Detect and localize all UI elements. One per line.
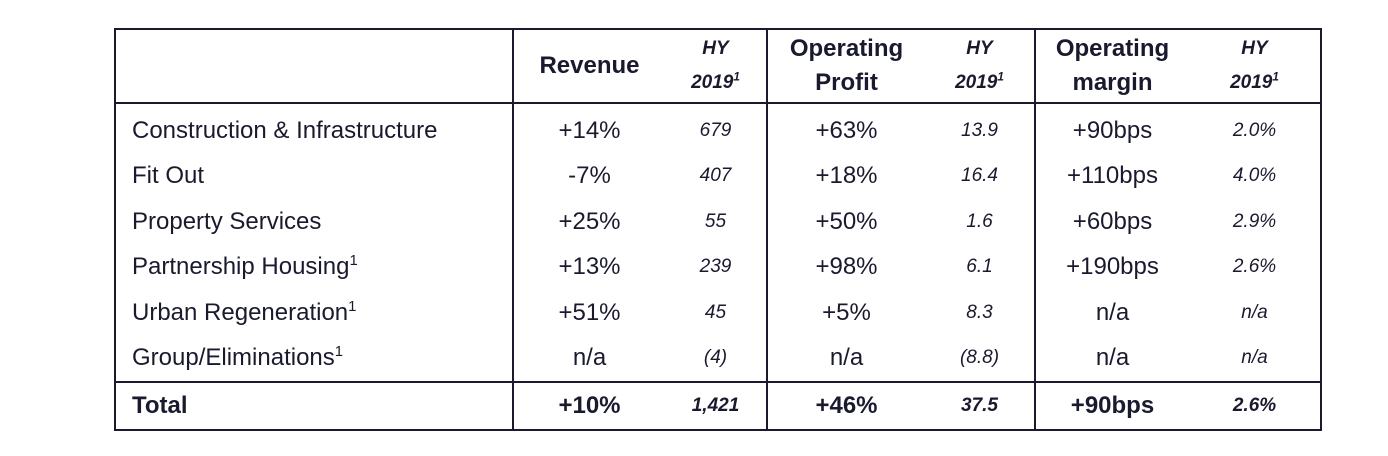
profit-hy2019-cell: 1.6 [966,210,993,232]
header-hy-line1: HY [1241,38,1268,59]
revenue-change-cell: +51% [512,290,665,336]
header-hy-line2: 2019 [1230,72,1273,93]
header-revenue: Revenue [512,29,665,104]
profit-change-cell: +63% [766,103,925,154]
total-revenue-hy2019: 1,421 [665,381,767,430]
footnote-marker: 1 [1272,70,1279,84]
row-label: Property Services [115,199,513,245]
revenue-hy2019-cell: 679 [699,119,732,141]
profit-hy2019-cell: 6.1 [966,256,993,278]
footnote-marker: 1 [997,70,1004,84]
header-blank-cell [115,29,513,104]
revenue-hy2019-cell: 45 [704,301,727,323]
profit-change-cell: +18% [766,153,925,199]
header-operating-profit-line1: Operating [789,35,904,62]
row-label-text: Partnership Housing [132,253,350,281]
total-profit-change: +46% [766,381,925,430]
header-hy-line2: 2019 [691,72,734,93]
margin-change-cell: n/a [1034,335,1189,382]
row-label: Construction & Infrastructure [115,103,513,154]
header-row: Revenue HY 20191 Operating Profit HY 201… [115,29,1321,104]
margin-hy2019-cell: n/a [1241,347,1268,369]
total-label: Total [115,381,513,430]
header-margin-hy2019: HY 20191 [1189,29,1321,104]
header-operating-margin: Operating margin [1034,29,1189,104]
header-hy-line2: 2019 [955,72,998,93]
revenue-change-cell: -7% [512,153,665,199]
revenue-change-cell: +14% [512,103,665,154]
table-row: Group/Eliminations1 n/a (4) n/a (8.8) n/a n/a [115,335,1321,383]
profit-hy2019-cell: 8.3 [966,301,993,323]
header-hy-line1: HY [702,38,729,59]
footnote-marker: 1 [334,344,344,361]
row-label-text: Urban Regeneration [132,298,349,326]
revenue-hy2019-cell: (4) [703,347,728,369]
row-label-text: Construction & Infrastructure [132,116,438,144]
footnote-marker: 1 [733,70,740,84]
header-operating-margin-line2: margin [1072,69,1153,96]
header-operating-profit-line2: Profit [815,69,878,96]
profit-change-cell: n/a [766,335,925,382]
margin-change-cell: +110bps [1034,153,1189,199]
total-margin-hy2019: 2.6% [1189,381,1321,430]
row-label-text: Group/Eliminations [132,344,335,372]
profit-change-cell: +98% [766,244,925,290]
row-label: Urban Regeneration1 [115,290,513,336]
header-operating-margin-line1: Operating [1055,35,1170,62]
margin-change-cell: +60bps [1034,199,1189,245]
revenue-hy2019-cell: 239 [699,256,732,278]
profit-change-cell: +50% [766,199,925,245]
profit-change-cell: +5% [766,290,925,336]
header-hy-line1: HY [966,38,993,59]
margin-hy2019-cell: 2.0% [1232,119,1277,141]
total-profit-hy2019: 37.5 [925,381,1035,430]
table-row: Property Services +25% 55 +50% 1.6 +60bps 2.9% [115,199,1321,245]
footnote-marker: 1 [348,298,357,315]
profit-hy2019-cell: 16.4 [961,165,998,187]
header-revenue-hy2019: HY 20191 [665,29,767,104]
total-revenue-change: +10% [512,381,665,430]
table-row: Fit Out -7% 407 +18% 16.4 +110bps 4.0% [115,153,1321,200]
row-label: Partnership Housing1 [115,245,513,291]
header-operating-profit: Operating Profit [766,29,925,104]
total-row: Total +10% 1,421 +46% 37.5 +90bps 2.6% [115,381,1321,430]
row-label-text: Fit Out [132,162,205,190]
margin-hy2019-cell: 2.6% [1232,256,1277,278]
revenue-change-cell: +25% [512,199,665,245]
table-row: Partnership Housing1 +13% 239 +98% 6.1 +190bp… [115,244,1321,291]
row-label: Group/Eliminations1 [115,336,513,383]
margin-change-cell: +90bps [1034,103,1189,154]
table-body: Construction & Infrastructure +14% 679 +63%… [115,103,1321,382]
margin-change-cell: +190bps [1034,244,1189,290]
revenue-hy2019-cell: 55 [704,210,727,232]
total-margin-change: +90bps [1034,381,1189,430]
row-label-text: Property Services [132,207,322,235]
footnote-marker: 1 [349,253,358,270]
margin-change-cell: n/a [1034,290,1189,336]
revenue-hy2019-cell: 407 [699,165,732,187]
margin-hy2019-cell: 2.9% [1232,210,1277,232]
header-profit-hy2019: HY 20191 [925,29,1035,104]
revenue-change-cell: n/a [512,335,665,382]
row-label: Fit Out [115,154,513,200]
profit-hy2019-cell: (8.8) [959,347,1000,369]
table-row: Construction & Infrastructure +14% 679 +63%… [115,103,1321,154]
margin-hy2019-cell: n/a [1241,301,1268,323]
revenue-change-cell: +13% [512,244,665,290]
profit-hy2019-cell: 13.9 [961,119,998,141]
table-row: Urban Regeneration1 +51% 45 +5% 8.3 n/a n/a [115,290,1321,336]
margin-hy2019-cell: 4.0% [1232,165,1277,187]
results-table: Revenue HY 20191 Operating Profit HY 201… [114,28,1322,431]
header-revenue-label: Revenue [539,52,640,79]
